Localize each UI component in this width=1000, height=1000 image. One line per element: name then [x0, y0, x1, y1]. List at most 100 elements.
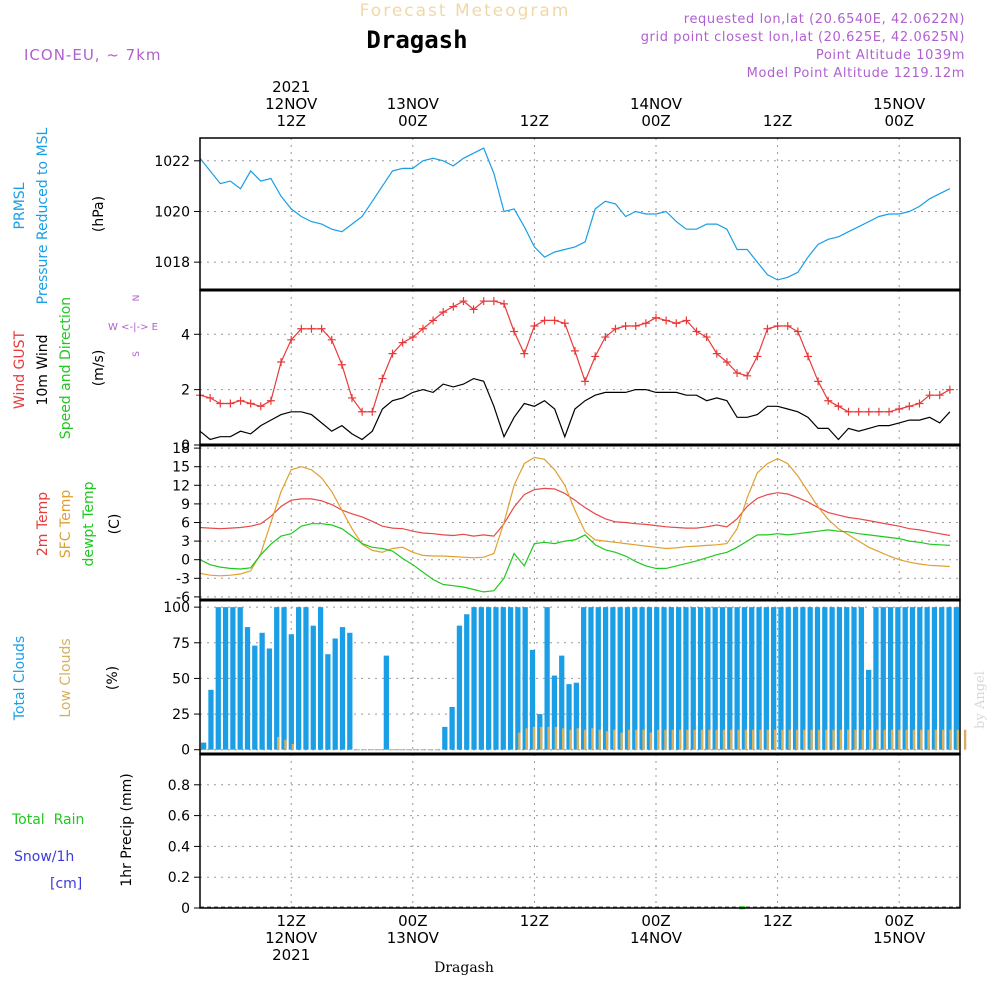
low-cloud-bar	[781, 729, 784, 750]
total-cloud-bar	[822, 607, 828, 750]
gust-marker	[935, 391, 944, 400]
y-tick-label: 0	[181, 901, 190, 917]
total-cloud-bar	[237, 607, 243, 750]
total-cloud-bar	[851, 607, 857, 750]
top-tick-label: 12NOV	[265, 95, 318, 113]
total-cloud-bar	[785, 607, 791, 750]
total-cloud-bar	[676, 607, 682, 750]
gust-marker	[469, 305, 478, 314]
gust-marker	[297, 324, 306, 333]
gust-marker	[560, 319, 569, 328]
total-cloud-bar	[734, 607, 740, 750]
gust-marker	[692, 327, 701, 336]
low-cloud-bar	[671, 729, 674, 750]
precip-labels: Total Rain Snow/1h [cm] 1hr Precip (mm)	[11, 773, 135, 892]
gust-marker	[408, 333, 417, 342]
total-cloud-bar	[829, 607, 835, 750]
gust-marker	[611, 324, 620, 333]
panel-temperature: -6 -3 0 3 6 9 12 15 18	[172, 441, 961, 606]
total-cloud-bar	[208, 689, 214, 750]
chart-title: Forecast Meteogram	[360, 1, 571, 21]
gust-marker	[459, 297, 468, 306]
total-cloud-bar	[719, 607, 726, 750]
y-tick-label: 0.6	[168, 809, 190, 825]
low-cloud-bar	[759, 729, 762, 750]
total-cloud-bar	[909, 607, 916, 750]
bottom-tick-label: 12Z	[763, 912, 792, 930]
total-cloud-bar	[610, 607, 616, 750]
low-cloud-bar	[525, 728, 528, 750]
gust-marker	[874, 407, 883, 416]
total-cloud-bar	[771, 607, 777, 750]
total-cloud-bar	[749, 607, 755, 750]
gust-marker	[824, 396, 833, 405]
low-cloud-bar	[620, 732, 623, 750]
gust-marker	[489, 297, 498, 306]
pressure-unit-label: (hPa)	[91, 196, 107, 232]
gust-marker	[844, 407, 853, 416]
total-cloud-bar	[639, 607, 645, 750]
gust-marker	[550, 316, 559, 325]
total-cloud-bar	[858, 607, 864, 750]
model-altitude: Model Point Altitude 1219.12m	[747, 66, 965, 81]
y-tick-label: 3	[181, 534, 190, 550]
total-cloud-bar	[537, 714, 543, 750]
total-cloud-bar	[266, 648, 273, 750]
total-cloud-bar	[281, 607, 287, 750]
clouds-unit-label: (%)	[105, 666, 121, 690]
total-cloud-bar	[602, 607, 609, 750]
low-cloud-bar	[898, 729, 901, 750]
grid-point-coords: grid point closest lon,lat (20.625E, 42.…	[641, 30, 965, 45]
top-tick-label: 12Z	[520, 112, 549, 130]
low-cloud-bar	[642, 729, 645, 750]
series-dewpt-temp	[199, 523, 950, 593]
gust-marker	[418, 324, 427, 333]
prmsl-label: PRMSL	[12, 182, 28, 229]
point-altitude: Point Altitude 1039m	[816, 48, 965, 63]
wind-labels: Wind GUST 10m Wind Speed and Direction (…	[12, 295, 158, 440]
total-cloud-bar	[332, 638, 338, 750]
low-cloud-bar	[561, 728, 565, 750]
low-cloud-bar	[284, 739, 287, 750]
total-cloud-bar	[946, 607, 952, 750]
gust-marker	[804, 352, 812, 361]
y-tick-label: 1022	[154, 154, 190, 170]
gust-marker	[398, 338, 407, 347]
snow-label: Snow/1h	[14, 849, 74, 865]
low-cloud-bar	[795, 729, 799, 750]
y-tick-label: 0	[181, 743, 190, 759]
location-title: Dragash	[366, 26, 467, 54]
low-cloud-bar	[832, 729, 835, 750]
bottom-tick-label: 12Z	[520, 912, 549, 930]
low-cloud-bar	[890, 729, 894, 750]
total-cloud-bar	[931, 607, 938, 750]
total-cloud-bar	[464, 614, 470, 750]
low-cloud-bar	[554, 726, 558, 750]
total-cloud-bar	[244, 627, 251, 750]
gust-marker	[864, 407, 873, 416]
low-cloud-bar	[803, 729, 806, 750]
total-cloud-bar	[303, 607, 309, 750]
y-tick-label: 0.4	[168, 839, 190, 855]
bottom-tick-label: 15NOV	[873, 929, 926, 947]
total-cloud-bar	[887, 607, 894, 750]
bottom-tick-label: 14NOV	[630, 929, 683, 947]
total-cloud-bar	[478, 607, 484, 750]
total-cloud-bar	[632, 607, 638, 750]
gust-marker	[905, 402, 914, 411]
gust-marker	[702, 333, 711, 342]
gust-marker	[429, 316, 438, 325]
gust-marker	[540, 316, 549, 325]
bottom-tick-label: 00Z	[398, 912, 427, 930]
top-tick-label: 12Z	[763, 112, 792, 130]
gust-marker	[722, 357, 731, 366]
low-cloud-bar	[737, 729, 740, 750]
wind-10m-label: 10m Wind	[35, 334, 51, 405]
total-cloud-bar	[939, 607, 945, 750]
total-cloud-bar	[471, 607, 477, 750]
total-cloud-bar	[756, 607, 762, 750]
gust-marker	[652, 313, 660, 322]
series-10m-wind	[199, 377, 951, 441]
y-tick-label: 18	[172, 441, 190, 457]
low-cloud-bar	[854, 729, 857, 750]
